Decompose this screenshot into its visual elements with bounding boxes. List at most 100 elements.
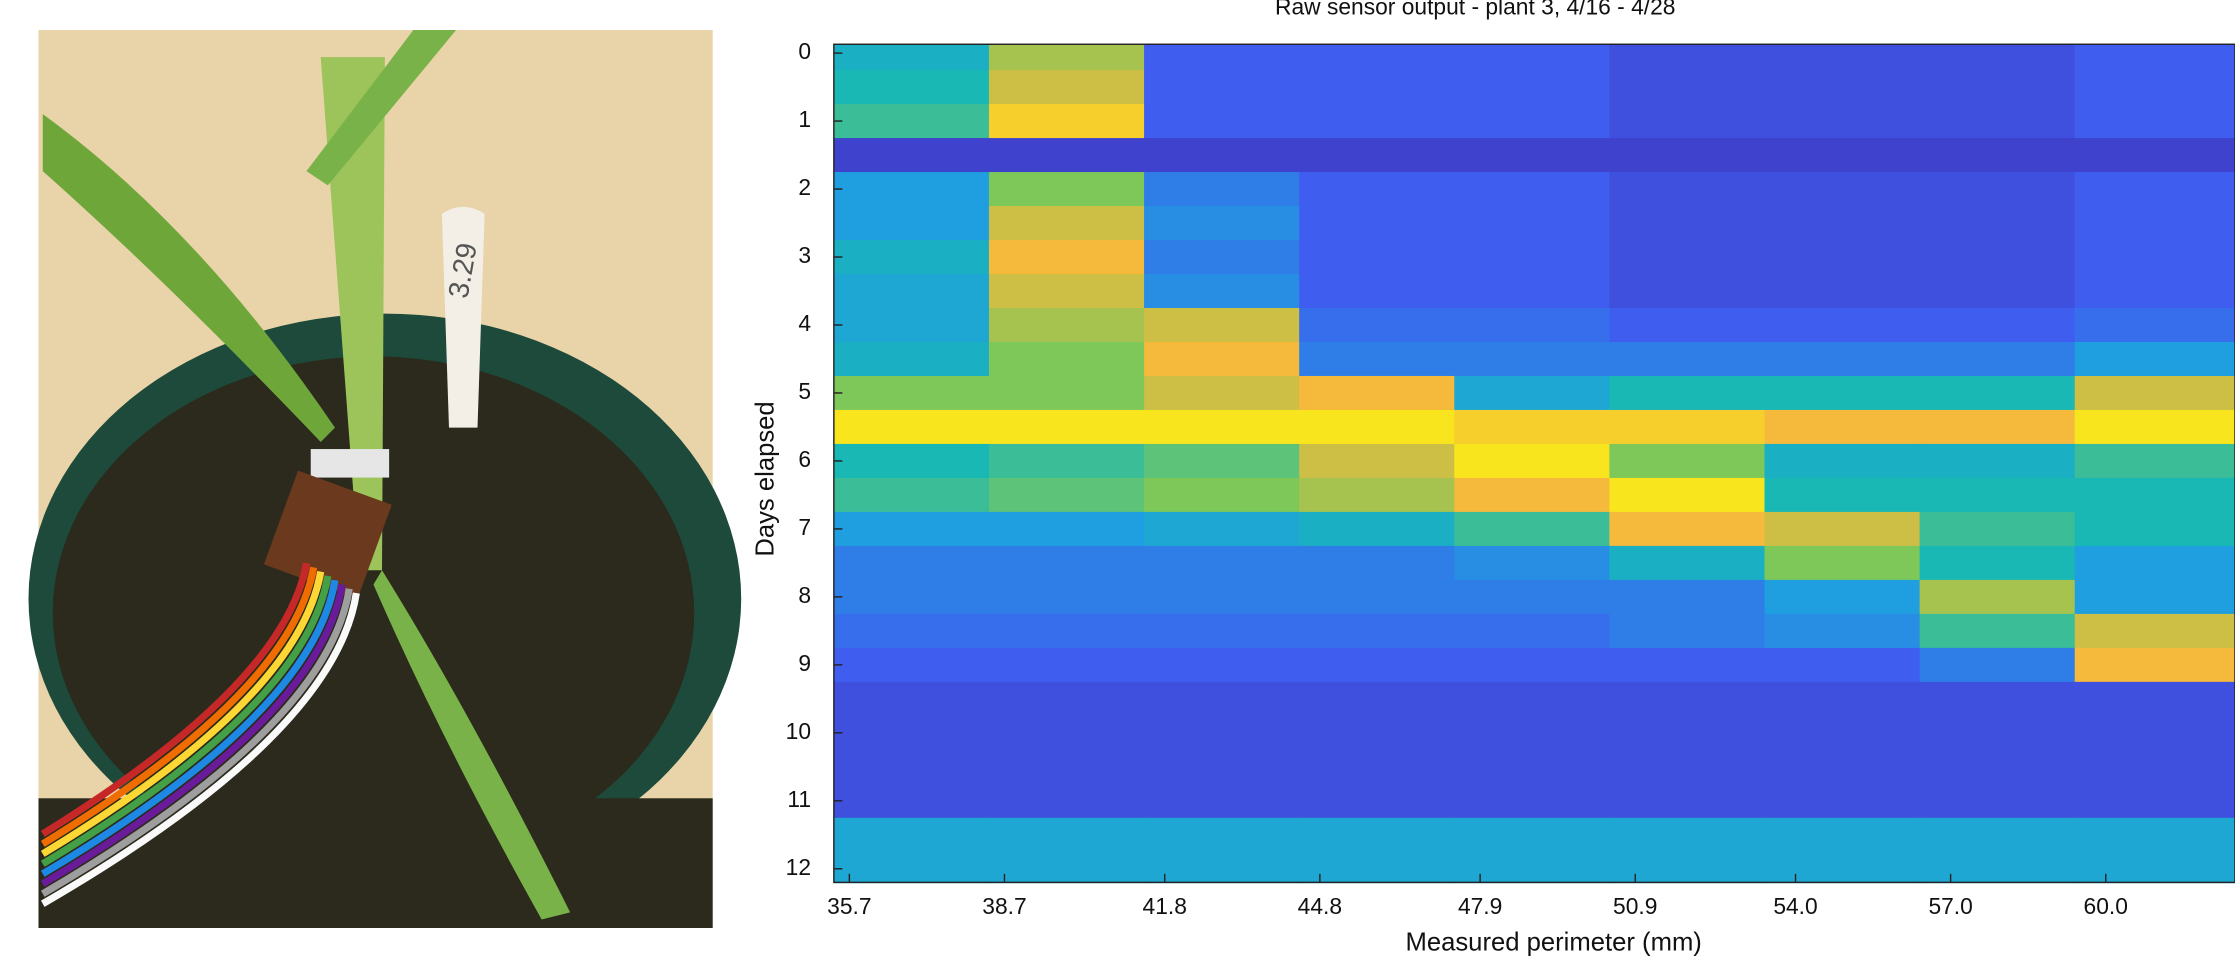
heatmap-cell [1144, 477, 1301, 513]
heatmap-cell [1609, 341, 1766, 377]
heatmap-cell [2074, 681, 2235, 717]
heatmap-cell [988, 783, 1145, 819]
heatmap [833, 44, 2235, 884]
y-tick-label: 12 [786, 854, 811, 880]
heatmap-cell [1299, 511, 1456, 547]
heatmap-cell [1919, 851, 2076, 884]
x-tick-label: 54.0 [1773, 893, 1817, 919]
heatmap-cell [988, 409, 1145, 445]
heatmap-cell [2074, 579, 2235, 615]
heatmap-cell [1299, 545, 1456, 581]
heatmap-cell [2074, 783, 2235, 819]
heatmap-cell [1919, 70, 2076, 105]
heatmap-cell [2074, 511, 2235, 547]
heatmap-cell [2074, 240, 2235, 275]
plant-photo: 3.29 [28, 30, 742, 928]
heatmap-cell [1299, 647, 1456, 683]
heatmap-cell [1919, 104, 2076, 139]
heatmap-cell [1609, 681, 1766, 717]
y-tick-label: 0 [798, 38, 811, 64]
heatmap-cell [2074, 613, 2235, 649]
heatmap-cell [1144, 409, 1301, 445]
heatmap-cell [1144, 70, 1301, 105]
heatmap-cell [1609, 715, 1766, 751]
y-tick-label: 5 [798, 378, 811, 404]
heatmap-cell [1919, 274, 2076, 309]
heatmap-cell [1454, 240, 1611, 275]
heatmap-cell [1764, 817, 1921, 853]
heatmap-cell [1299, 44, 1456, 71]
heatmap-cell [833, 851, 990, 884]
heatmap-cell [1764, 307, 1921, 343]
heatmap-cell [1299, 70, 1456, 105]
heatmap-cell [1454, 104, 1611, 139]
heatmap-cell [833, 749, 990, 785]
y-tick-label: 10 [786, 718, 811, 744]
heatmap-cell [833, 138, 990, 173]
heatmap-cell [833, 104, 990, 139]
heatmap-cell [1299, 443, 1456, 479]
heatmap-cell [1454, 851, 1611, 884]
heatmap-cell [2074, 647, 2235, 683]
leaf [373, 570, 571, 920]
heatmap-cell [1144, 341, 1301, 377]
heatmap-cell [833, 817, 990, 853]
heatmap-cell [833, 681, 990, 717]
heatmap-cell [1609, 104, 1766, 139]
heatmap-cell [988, 341, 1145, 377]
heatmap-cell [1764, 375, 1921, 411]
heatmap-cell [1764, 511, 1921, 547]
heatmap-cell [1144, 206, 1301, 241]
heatmap-cell [1609, 817, 1766, 853]
heatmap-cell [1764, 138, 1921, 173]
heatmap-cell [1609, 545, 1766, 581]
heatmap-cell [1919, 409, 2076, 445]
y-tick-label: 1 [798, 106, 811, 132]
leaf [306, 30, 457, 186]
heatmap-cell [2074, 715, 2235, 751]
heatmap-cell [833, 44, 990, 71]
heatmap-cell [1454, 749, 1611, 785]
heatmap-cell [1919, 240, 2076, 275]
chart-title: Raw sensor output - plant 3, 4/16 - 4/28 [1275, 0, 1675, 20]
heatmap-cell [1454, 613, 1611, 649]
heatmap-cell [833, 274, 990, 309]
y-tick-label: 7 [798, 514, 811, 540]
heatmap-cell [833, 715, 990, 751]
heatmap-cell [1299, 206, 1456, 241]
heatmap-cell [1919, 817, 2076, 853]
heatmap-cell [1764, 613, 1921, 649]
heatmap-cell [1764, 104, 1921, 139]
heatmap-cell [1609, 274, 1766, 309]
heatmap-cell [1609, 44, 1766, 71]
heatmap-cell [1454, 715, 1611, 751]
heatmap-cell [988, 443, 1145, 479]
heatmap-cell [988, 274, 1145, 309]
y-tick-label: 8 [798, 582, 811, 608]
heatmap-cell [1764, 443, 1921, 479]
heatmap-cell [1144, 681, 1301, 717]
heatmap-cell [1299, 749, 1456, 785]
heatmap-cell [1609, 240, 1766, 275]
y-tick-label: 11 [787, 786, 811, 812]
heatmap-cell [1299, 579, 1456, 615]
heatmap-cell [1764, 681, 1921, 717]
x-tick-label: 41.8 [1143, 893, 1187, 919]
heatmap-cell [988, 715, 1145, 751]
heatmap-cell [988, 681, 1145, 717]
y-tick-label: 3 [798, 242, 811, 268]
heatmap-cell [988, 545, 1145, 581]
plot-frame [833, 43, 2235, 884]
heatmap-cell [1144, 817, 1301, 853]
heatmap-cell [1144, 44, 1301, 71]
heatmap-cell [988, 44, 1145, 71]
heatmap-cell [2074, 172, 2235, 207]
heatmap-cell [1144, 104, 1301, 139]
heatmap-cell [1609, 443, 1766, 479]
heatmap-cell [988, 375, 1145, 411]
heatmap-cell [1144, 172, 1301, 207]
sensor-board [263, 470, 392, 599]
y-tick-label: 2 [798, 174, 811, 200]
heatmap-cell [988, 851, 1145, 884]
